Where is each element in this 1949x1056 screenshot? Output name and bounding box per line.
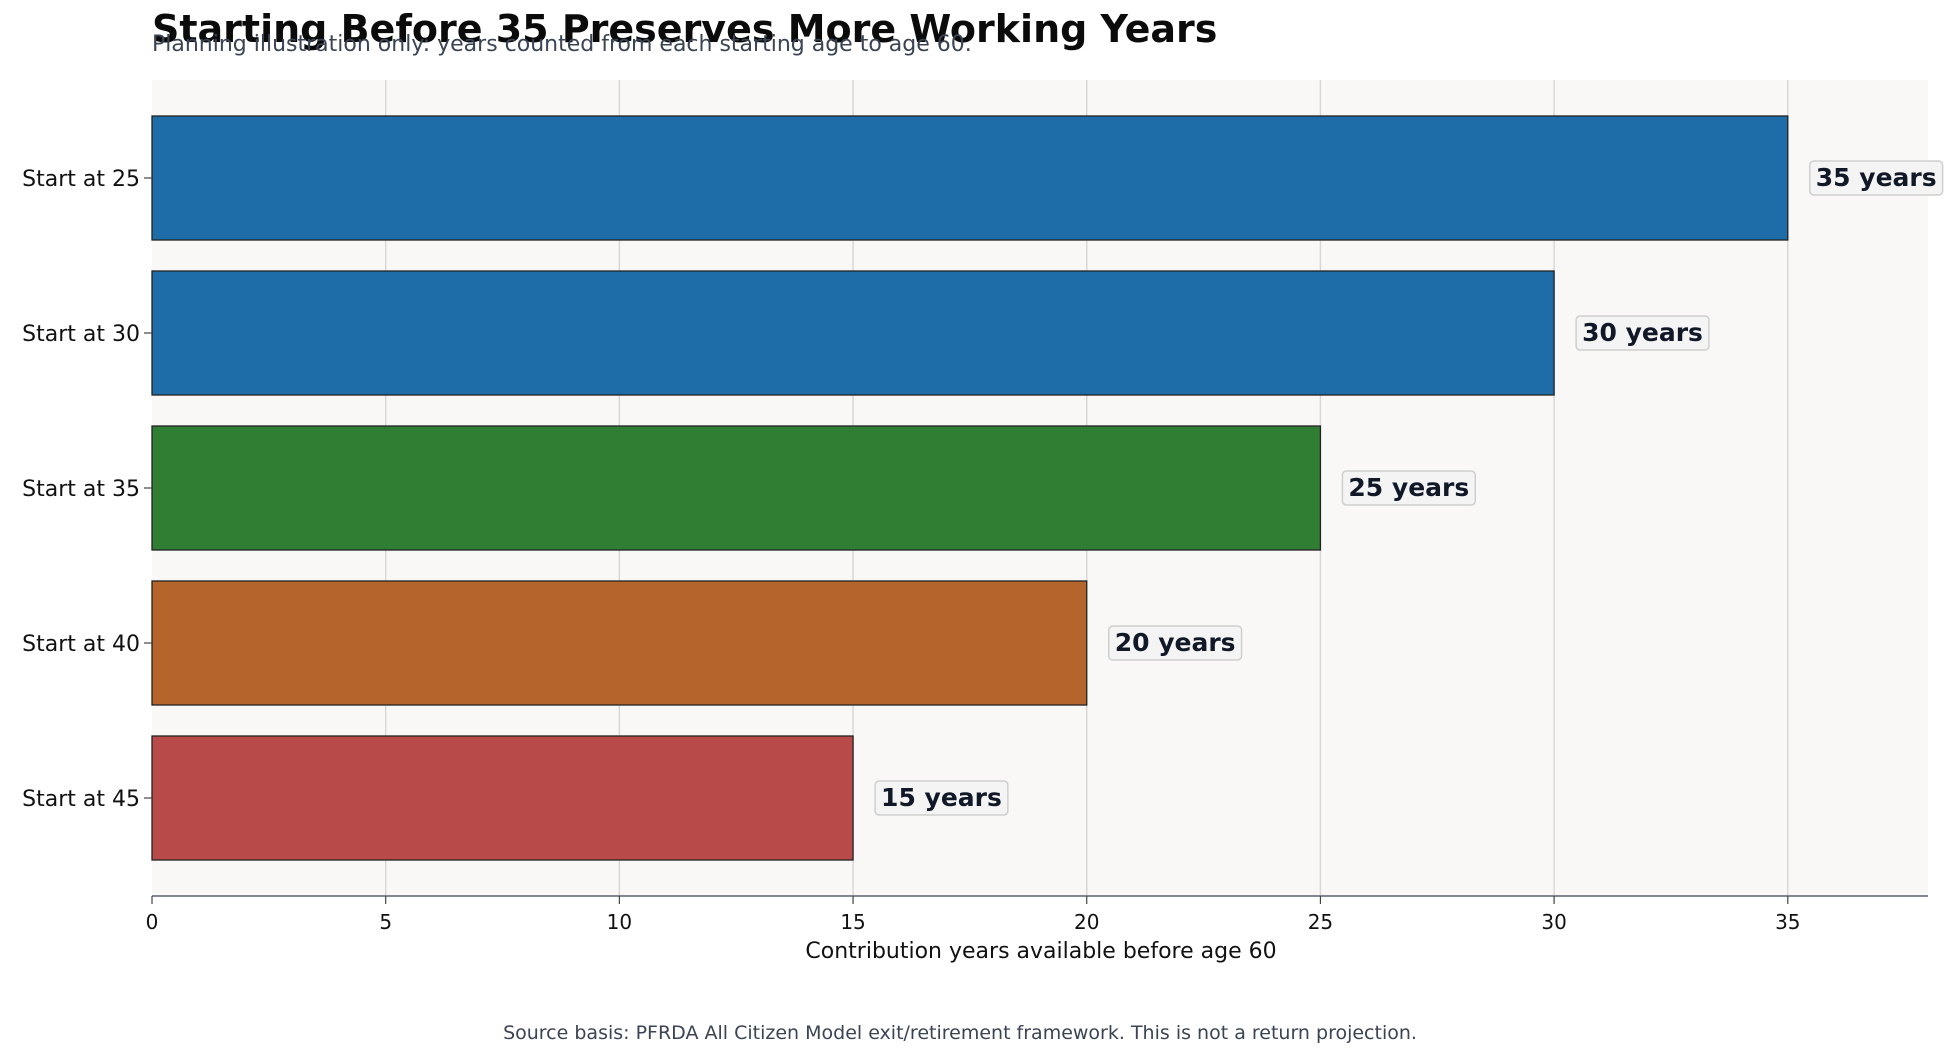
y-axis-categories: Start at 25 Start at 30 Start at 35 Start a… [22,167,152,812]
x-tick-label: 20 [1074,910,1099,934]
data-label-group: 25 years [1341,470,1476,506]
x-tick-label: 10 [607,910,632,934]
data-label-box [1107,625,1243,661]
data-label: 15 years [881,783,1002,812]
data-label-group: 15 years [874,780,1009,816]
bar [151,270,1555,396]
chart-title: Starting Before 35 Preserves More Workin… [152,7,1217,51]
x-axis-title: Contribution years available before age … [805,939,1276,964]
x-tick-label: 30 [1541,910,1566,934]
x-tick-label: 25 [1308,910,1333,934]
bars [151,115,1789,861]
data-label-box [1809,160,1944,196]
data-label-group: 20 years [1107,625,1243,661]
category-label: Start at 35 [22,477,140,502]
category-label: Start at 25 [22,167,140,192]
data-label: 20 years [1115,628,1236,657]
data-label-box [1575,315,1710,351]
x-tick-label: 35 [1775,910,1800,934]
data-label: 30 years [1582,318,1703,347]
data-label-group: 35 years [1809,160,1944,196]
x-tick-label: 15 [840,910,865,934]
data-label-box [874,780,1009,816]
bar [151,735,854,861]
category-label: Start at 40 [22,632,140,657]
data-labels: 35 years 30 years 25 years 20 years 15 years [874,160,1944,816]
chart-subtitle: Planning illustration only: years counte… [152,32,972,57]
x-axis-ticks: 0 5 10 15 20 25 30 35 [146,896,1801,934]
category-label: Start at 30 [22,322,140,347]
x-tick-label: 5 [379,910,392,934]
x-tick-label: 0 [146,910,159,934]
bar [151,425,1322,551]
data-label: 25 years [1348,473,1469,502]
source-note: Source basis: PFRDA All Citizen Model ex… [503,1022,1417,1044]
data-label: 35 years [1816,163,1937,192]
bar [151,580,1088,706]
category-label: Start at 45 [22,787,140,812]
data-label-group: 30 years [1575,315,1710,351]
bar [151,115,1789,241]
data-label-box [1341,470,1476,506]
